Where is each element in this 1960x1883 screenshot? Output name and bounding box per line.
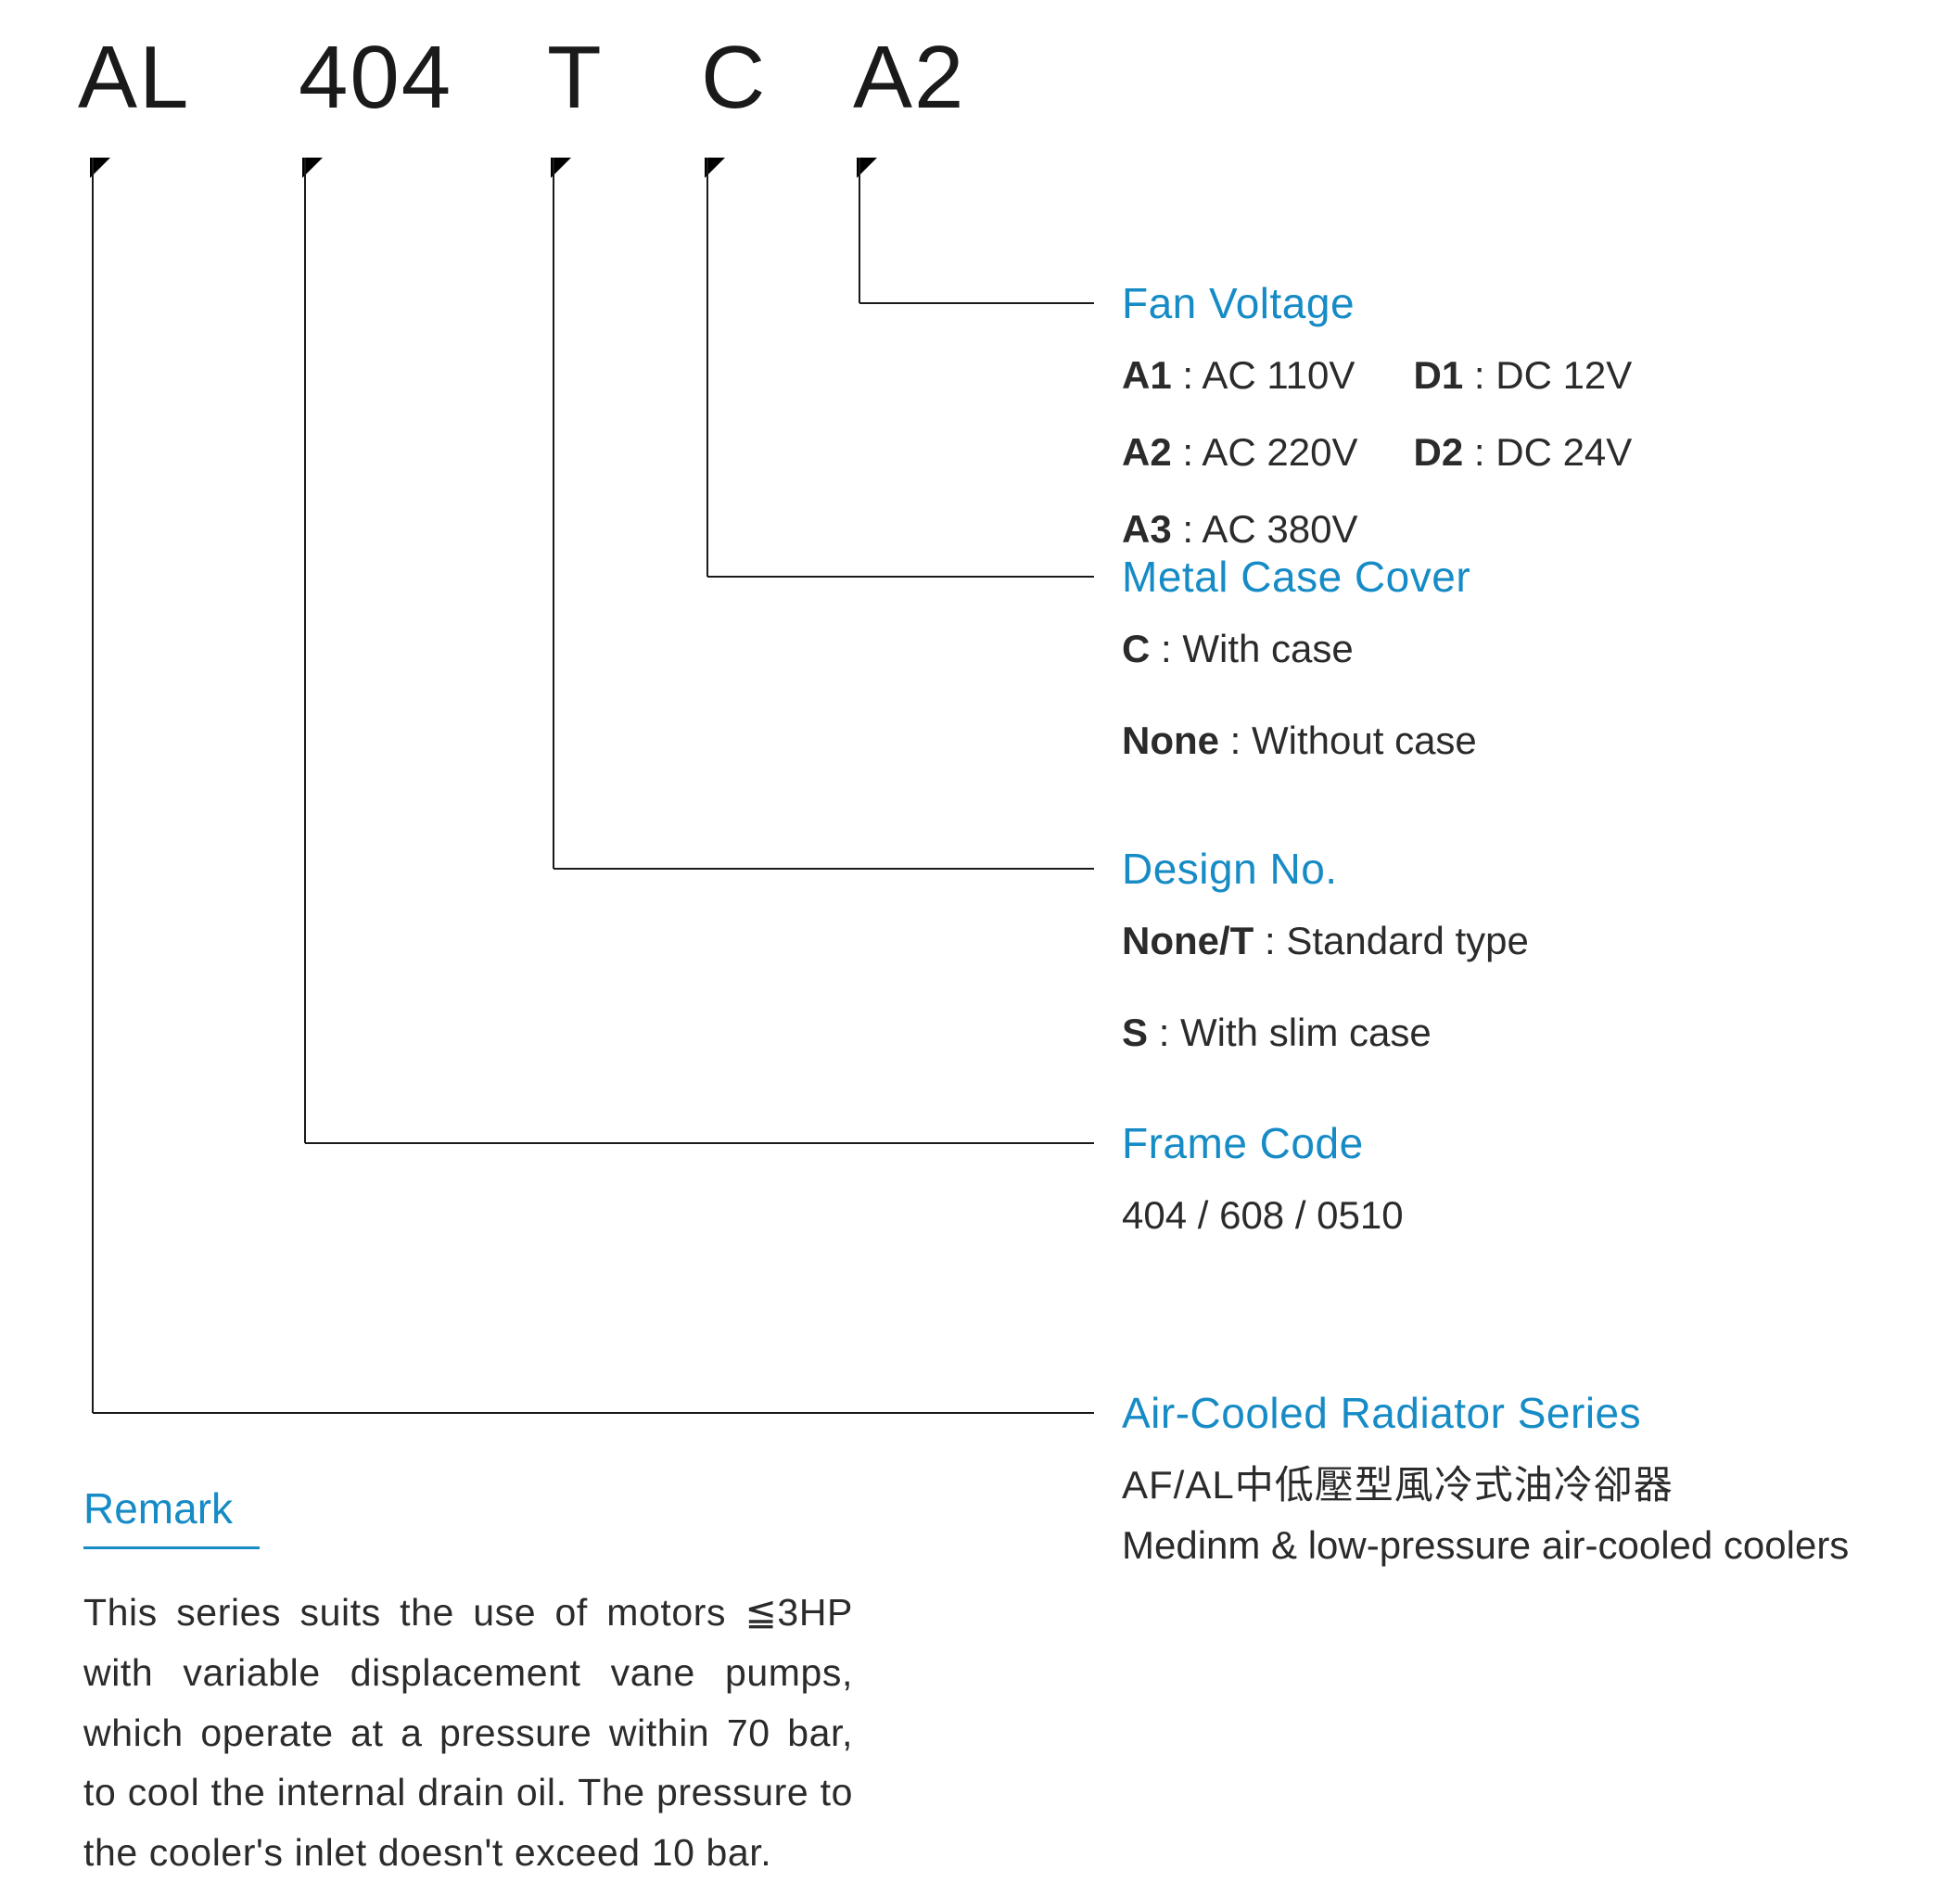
fan-d2-code: D2 (1414, 430, 1464, 474)
case-none: None : Without case (1122, 710, 1938, 770)
fan-d2-val: DC 24V (1495, 430, 1632, 474)
design-none-t-code: None/T (1122, 919, 1254, 962)
code-seg-a2: A2 (853, 33, 965, 122)
metal-case-title: Metal Case Cover (1122, 552, 1938, 602)
remark-body: This series suits the use of motors ≦3HP… (83, 1583, 853, 1883)
block-fan-voltage: Fan Voltage A1 : AC 110V A2 : AC 220V A3… (1122, 278, 1938, 568)
block-frame-code: Frame Code 404 / 608 / 0510 (1122, 1118, 1938, 1245)
fan-a3: A3 : AC 380V (1122, 499, 1358, 559)
tick-c (705, 158, 725, 178)
case-c-val: With case (1182, 627, 1353, 670)
fan-voltage-title: Fan Voltage (1122, 278, 1938, 328)
fan-a2-code: A2 (1122, 430, 1172, 474)
code-seg-404: 404 (299, 33, 452, 122)
tick-al (90, 158, 110, 178)
fan-d1: D1 : DC 12V (1414, 345, 1633, 405)
design-no-title: Design No. (1122, 844, 1938, 894)
fan-a2: A2 : AC 220V (1122, 422, 1358, 482)
design-s-code: S (1122, 1011, 1148, 1054)
fan-a1: A1 : AC 110V (1122, 345, 1358, 405)
case-c: C : With case (1122, 618, 1938, 679)
remark-section: Remark This series suits the use of moto… (83, 1483, 853, 1883)
block-series: Air-Cooled Radiator Series AF/AL中低壓型風冷式油… (1122, 1388, 1938, 1575)
design-none-t: None/T : Standard type (1122, 910, 1938, 971)
remark-title: Remark (83, 1483, 260, 1549)
tick-404 (302, 158, 323, 178)
fan-d2: D2 : DC 24V (1414, 422, 1633, 482)
block-metal-case: Metal Case Cover C : With case None : Wi… (1122, 552, 1938, 780)
code-seg-t: T (547, 33, 604, 122)
tick-a2 (857, 158, 877, 178)
series-title: Air-Cooled Radiator Series (1122, 1388, 1938, 1438)
block-design-no: Design No. None/T : Standard type S : Wi… (1122, 844, 1938, 1072)
code-seg-al: AL (78, 33, 190, 122)
tick-t (551, 158, 571, 178)
fan-a3-val: AC 380V (1202, 507, 1357, 551)
fan-a2-val: AC 220V (1202, 430, 1357, 474)
fan-a1-val: AC 110V (1202, 353, 1355, 397)
fan-d1-val: DC 12V (1495, 353, 1632, 397)
fan-a3-code: A3 (1122, 507, 1172, 551)
design-none-t-val: Standard type (1286, 919, 1529, 962)
fan-a1-code: A1 (1122, 353, 1172, 397)
frame-code-title: Frame Code (1122, 1118, 1938, 1168)
case-c-code: C (1122, 627, 1150, 670)
series-line2: Medinm & low-pressure air-cooled coolers (1122, 1515, 1938, 1575)
case-none-code: None (1122, 719, 1219, 762)
design-s: S : With slim case (1122, 1002, 1938, 1062)
series-line1: AF/AL中低壓型風冷式油冷卻器 (1122, 1455, 1938, 1515)
fan-d1-code: D1 (1414, 353, 1464, 397)
case-none-val: Without case (1252, 719, 1477, 762)
frame-code-value: 404 / 608 / 0510 (1122, 1185, 1938, 1245)
design-s-val: With slim case (1180, 1011, 1432, 1054)
code-seg-c: C (701, 33, 767, 122)
